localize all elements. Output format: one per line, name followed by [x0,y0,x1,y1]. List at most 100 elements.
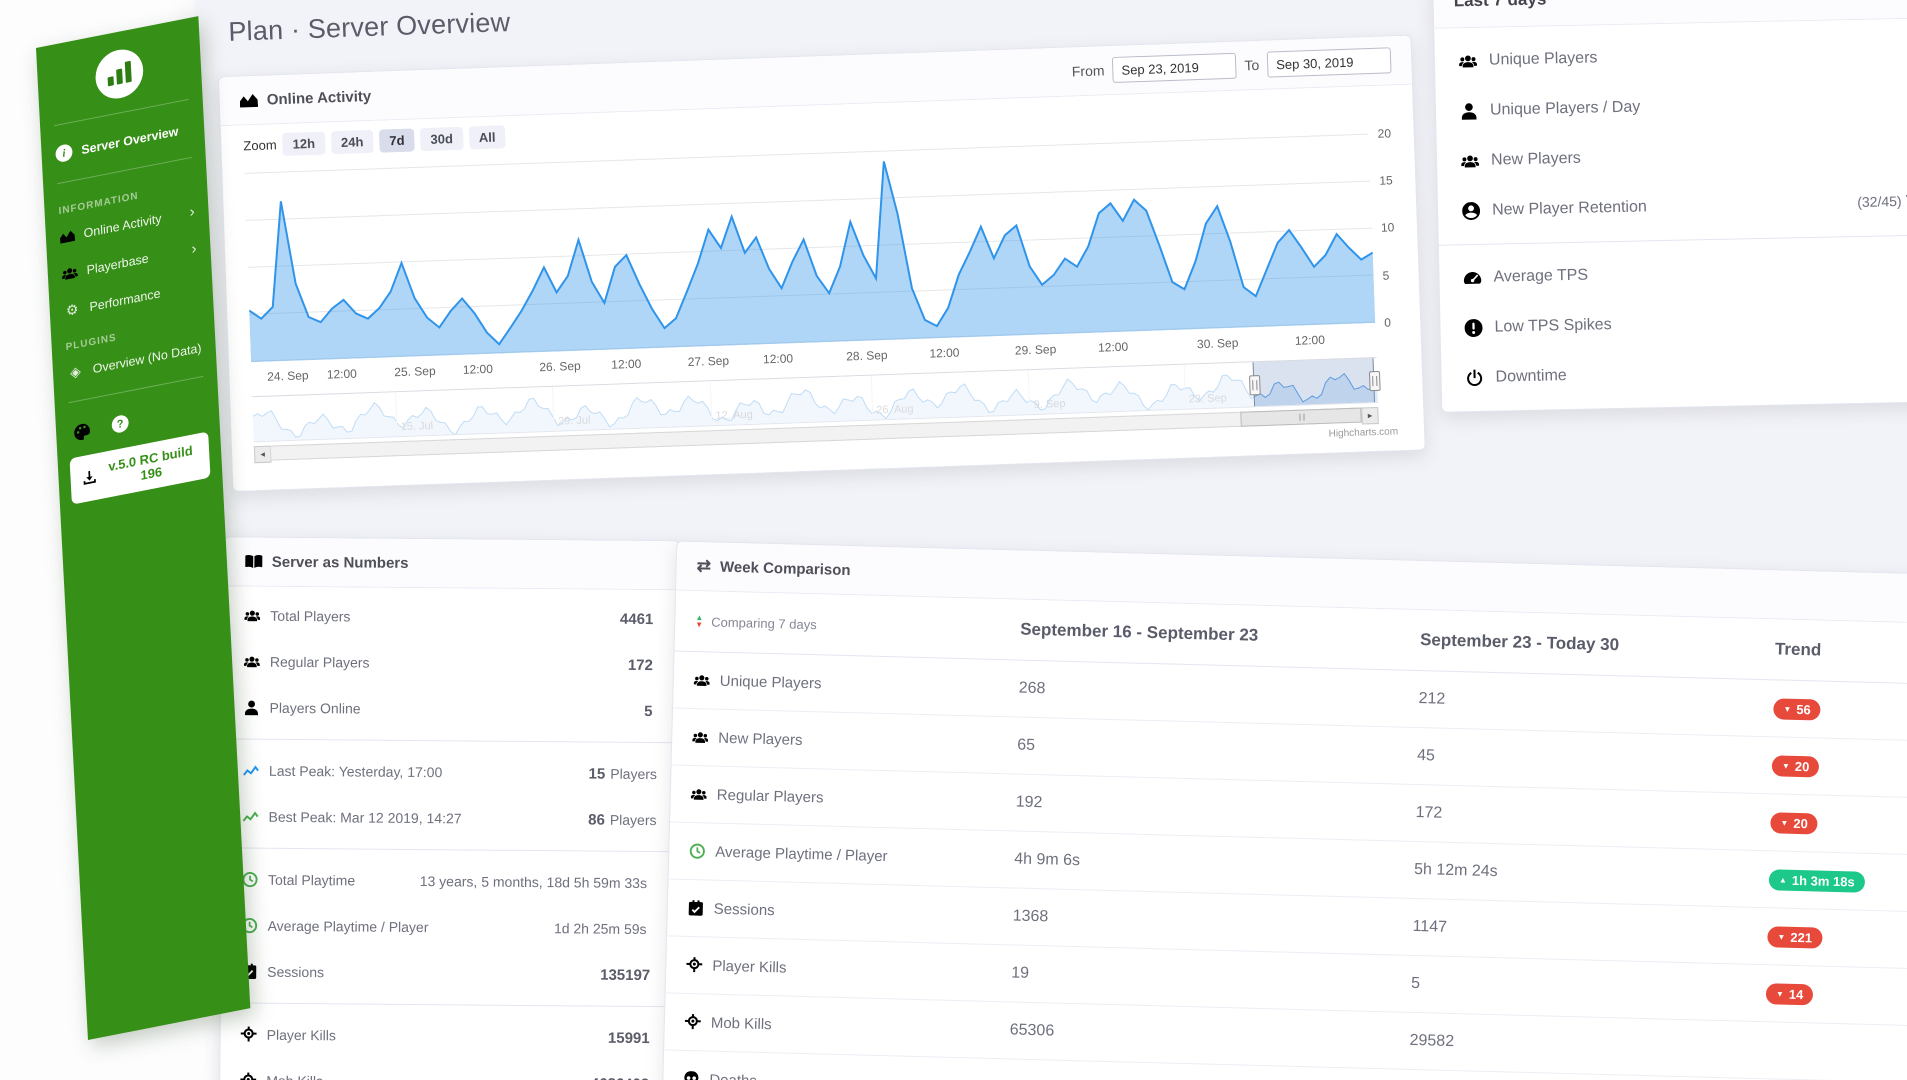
users-icon [244,607,260,623]
user-icon [1460,102,1478,120]
zoom-24h-button[interactable]: 24h [330,129,374,155]
online-activity-card: Online Activity From To Zoom 12h 24h 7d … [217,34,1426,492]
scrollbar-thumb[interactable] [1240,407,1363,427]
stat-row: Average Playtime / Player 1d 2h 25m 59s [221,902,675,952]
y-axis-tick: 5 [1382,268,1390,283]
stat-row: Last Peak: Yesterday, 17:00 15 Players [223,747,677,797]
exchange-icon: ⇄ [696,556,712,576]
power-icon [1465,369,1483,387]
stat-value: 1d 2h 25m 59s [553,919,647,937]
online-activity-header: Online Activity From To [218,35,1412,127]
users-icon [691,786,707,802]
x-axis-tick: 28. Sep [845,348,888,364]
highcharts-credit[interactable]: Highcharts.com [1328,426,1399,440]
x-axis-tick: 24. Sep [266,368,309,384]
comparing-column-header: ▲ ▼ Comparing 7 days [695,613,817,632]
stat-value: 15991 [607,1029,650,1047]
online-activity-chart[interactable] [244,133,1376,363]
chevron-right-icon: › [189,202,196,221]
x-axis-tick: 27. Sep [687,353,730,370]
calendar-check-icon [688,900,704,916]
stat-row: New Player Retention (32/45)71.11% [1438,175,1907,236]
to-date-input[interactable] [1266,47,1392,78]
stat-row: Player Kills 15991 [220,1011,674,1061]
trend-column-header: Trend [1774,639,1822,660]
stat-row: Total Players 4461 [224,592,678,642]
help-icon[interactable] [111,413,130,435]
x-axis-tick: 12:00 [326,366,358,382]
zoom-30d-button[interactable]: 30d [420,126,464,152]
scrollbar-right-arrow[interactable]: ▸ [1361,406,1379,425]
sidebar-item-server-overview[interactable]: Server Overview [41,107,205,176]
stat-value: 5 [644,702,653,720]
zoom-controls: Zoom 12h 24h 7d 30d All [243,125,506,157]
crosshairs-icon [241,1026,257,1042]
stat-value: 13 years, 5 months, 18d 5h 59m 33s [419,872,648,891]
stat-value: (32/45)71.11% [1857,192,1907,210]
palette-icon[interactable] [74,422,91,441]
crosshairs-icon [685,1014,701,1030]
trend-badge: ▼ 221 [1767,925,1823,949]
main-content: Plan · Server Overview Online Activity F… [195,0,1907,1080]
y-axis-tick: 15 [1379,173,1393,188]
stat-value: 4461 [619,610,654,628]
chart-line-icon [243,808,259,824]
stat-row: Players Online 5 [223,684,677,734]
stat-row: Downtime 33min [1441,342,1907,403]
date-range-controls: From To [1071,47,1392,84]
info-circle-icon [55,142,73,164]
stat-row: Regular Players 172 [224,638,678,688]
card-title: Server as Numbers [271,553,409,572]
divider [220,1002,675,1008]
exclamation-circle-icon [1464,319,1482,337]
server-as-numbers-card: Server as Numbers Total Players 4461 Reg… [218,536,680,1080]
from-date-input[interactable] [1112,52,1237,84]
navigator-right-handle[interactable] [1368,370,1381,392]
x-axis-tick: 12:00 [929,345,960,361]
users-icon [692,729,708,745]
user-icon [243,699,259,715]
trend-badge: ▼ 56 [1773,697,1822,721]
trend-badge: ▼ 20 [1770,811,1819,835]
divider [223,738,678,744]
card-title: Last 7 days [1454,0,1547,11]
zoom-7d-button[interactable]: 7d [378,128,415,153]
stat-row: Total Playtime 13 years, 5 months, 18d 5… [222,856,676,906]
week2-column-header: September 23 - Today 30 [1419,630,1620,655]
scrollbar-left-arrow[interactable]: ◂ [253,445,272,464]
download-icon [82,470,97,487]
page-title: Plan · Server Overview [227,7,511,47]
user-circle-icon [1462,202,1480,220]
navigator-selected-range[interactable] [1252,358,1376,407]
stat-value: 15 Players [588,765,658,783]
divider [222,847,677,853]
users-icon [244,653,260,669]
zoom-all-button[interactable]: All [468,125,506,150]
book-icon [245,553,263,571]
x-axis-tick: 29. Sep [1014,342,1057,358]
trend-badge: ▲ 1h 3m 18s [1768,868,1865,893]
tachometer-icon [1463,269,1481,287]
skull-icon [683,1071,699,1080]
chart-line-icon [243,762,259,778]
week1-column-header: September 16 - September 23 [1019,619,1259,645]
clock-icon [689,843,705,859]
chart-area-icon [239,91,258,110]
zoom-label: Zoom [243,137,277,154]
navigator-left-handle[interactable] [1249,375,1261,396]
x-axis-tick: 26. Sep [539,358,581,375]
zoom-12h-button[interactable]: 12h [282,131,326,157]
x-axis-tick: 30. Sep [1196,335,1239,352]
sort-icon: ▲ ▼ [695,613,704,630]
to-label: To [1244,56,1260,74]
card-title: Online Activity [266,87,372,109]
users-icon [694,672,710,688]
trend-badge: ▼ 20 [1771,754,1820,778]
y-axis-tick: 0 [1384,315,1392,330]
users-icon [62,265,79,281]
cogs-icon: ⚙ [65,300,79,319]
x-axis-tick: 12:00 [1294,332,1326,348]
stat-value: 86 Players [588,811,657,829]
